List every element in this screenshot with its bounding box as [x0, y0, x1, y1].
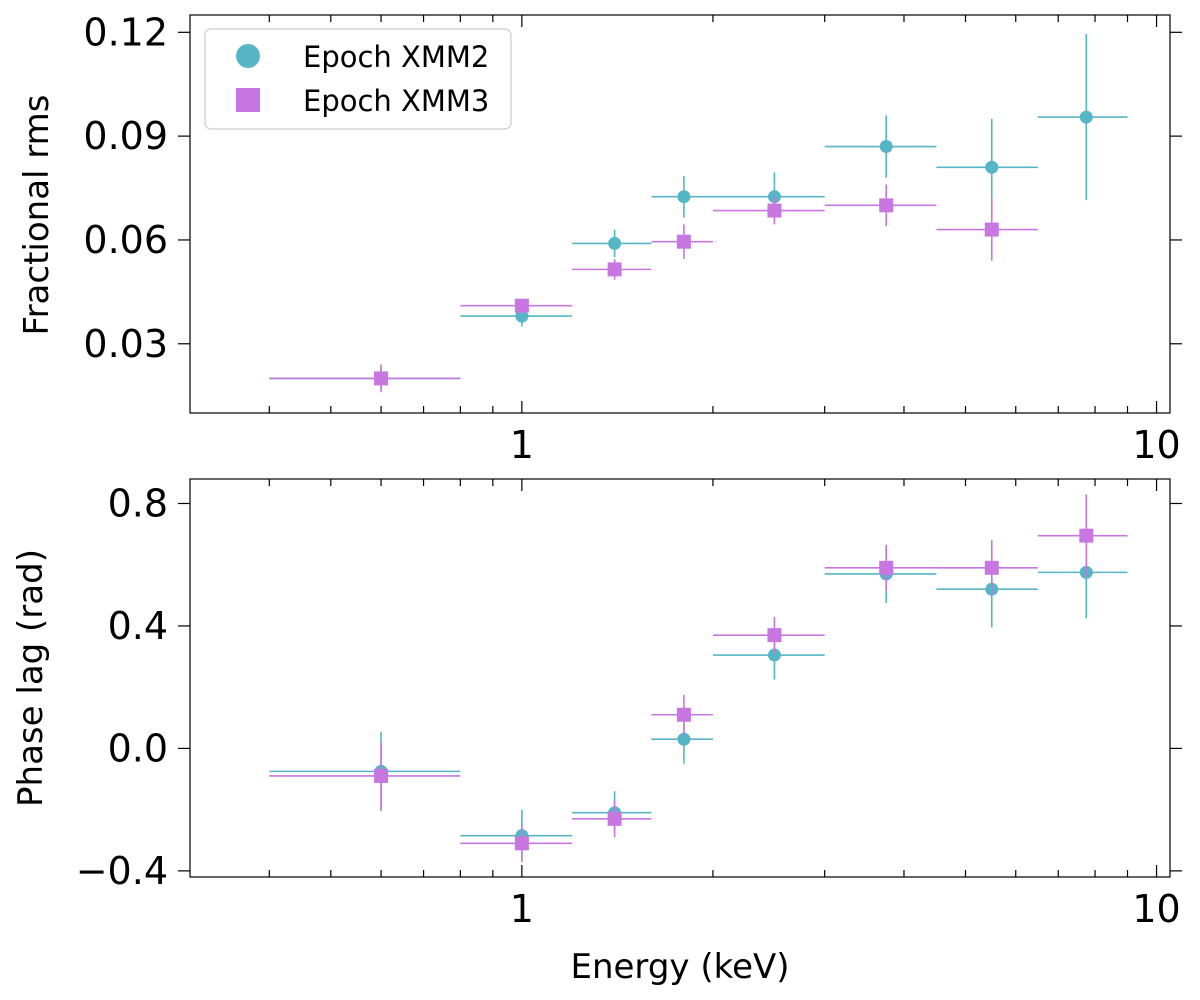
legend-box: [204, 28, 512, 130]
x-tick-label: 1: [510, 887, 534, 931]
y-tick-label: 0.4: [108, 604, 168, 648]
x-tick-label: 1: [510, 423, 534, 467]
y-tick-label: 0.0: [108, 726, 168, 770]
data-point-square: [374, 768, 389, 783]
y-tick-label: 0.12: [83, 10, 168, 54]
data-point-circle: [767, 648, 781, 662]
legend-marker-xmm2: [236, 44, 260, 68]
data-point-circle: [677, 190, 691, 204]
data-point-circle: [677, 732, 691, 746]
y-axis-label-phase-lag: Phase lag (rad): [11, 549, 51, 807]
data-point-square: [767, 628, 782, 643]
data-point-square: [879, 198, 894, 213]
legend-marker-xmm3: [236, 88, 260, 112]
data-point-square: [514, 836, 529, 851]
y-tick-label: 0.09: [83, 114, 168, 158]
data-point-square: [1079, 528, 1094, 543]
legend: Epoch XMM2 Epoch XMM3: [204, 28, 512, 130]
data-point-square: [984, 560, 999, 575]
data-point-square: [984, 222, 999, 237]
data-point-circle: [879, 140, 893, 154]
series-xmm2: [269, 526, 1128, 862]
data-point-square: [607, 262, 622, 277]
y-axis-label-rms: Fractional rms: [17, 94, 57, 335]
data-point-circle: [985, 160, 999, 174]
x-axis-label: Energy (keV): [570, 947, 789, 987]
data-point-square: [767, 203, 782, 218]
panel-phase-lag: −0.4 0.0 0.4 0.8 1 10: [76, 478, 1182, 931]
x-tick-label: 10: [1132, 423, 1180, 467]
data-point-circle: [515, 309, 529, 323]
data-point-circle: [1079, 110, 1093, 124]
data-point-square: [676, 234, 691, 249]
legend-label-xmm3: Epoch XMM3: [303, 84, 489, 118]
x-tick-label: 10: [1132, 887, 1180, 931]
panel-fractional-rms: 0.03 0.06 0.09 0.12 1 10: [83, 10, 1182, 467]
data-point-circle: [608, 236, 622, 250]
data-point-square: [879, 560, 894, 575]
data-point-square: [607, 811, 622, 826]
data-point-square: [676, 707, 691, 722]
plot-frame: [189, 478, 1171, 878]
y-tick-label: 0.06: [83, 218, 168, 262]
plot-frame: [189, 14, 1171, 414]
y-tick-label: 0.03: [83, 322, 168, 366]
y-tick-label: 0.8: [108, 481, 168, 525]
data-point-square: [374, 371, 389, 386]
series-xmm3: [269, 494, 1128, 862]
y-tick-label: −0.4: [76, 849, 168, 893]
series-xmm3: [269, 184, 1038, 393]
data-point-square: [514, 298, 529, 313]
legend-label-xmm2: Epoch XMM2: [303, 40, 489, 74]
